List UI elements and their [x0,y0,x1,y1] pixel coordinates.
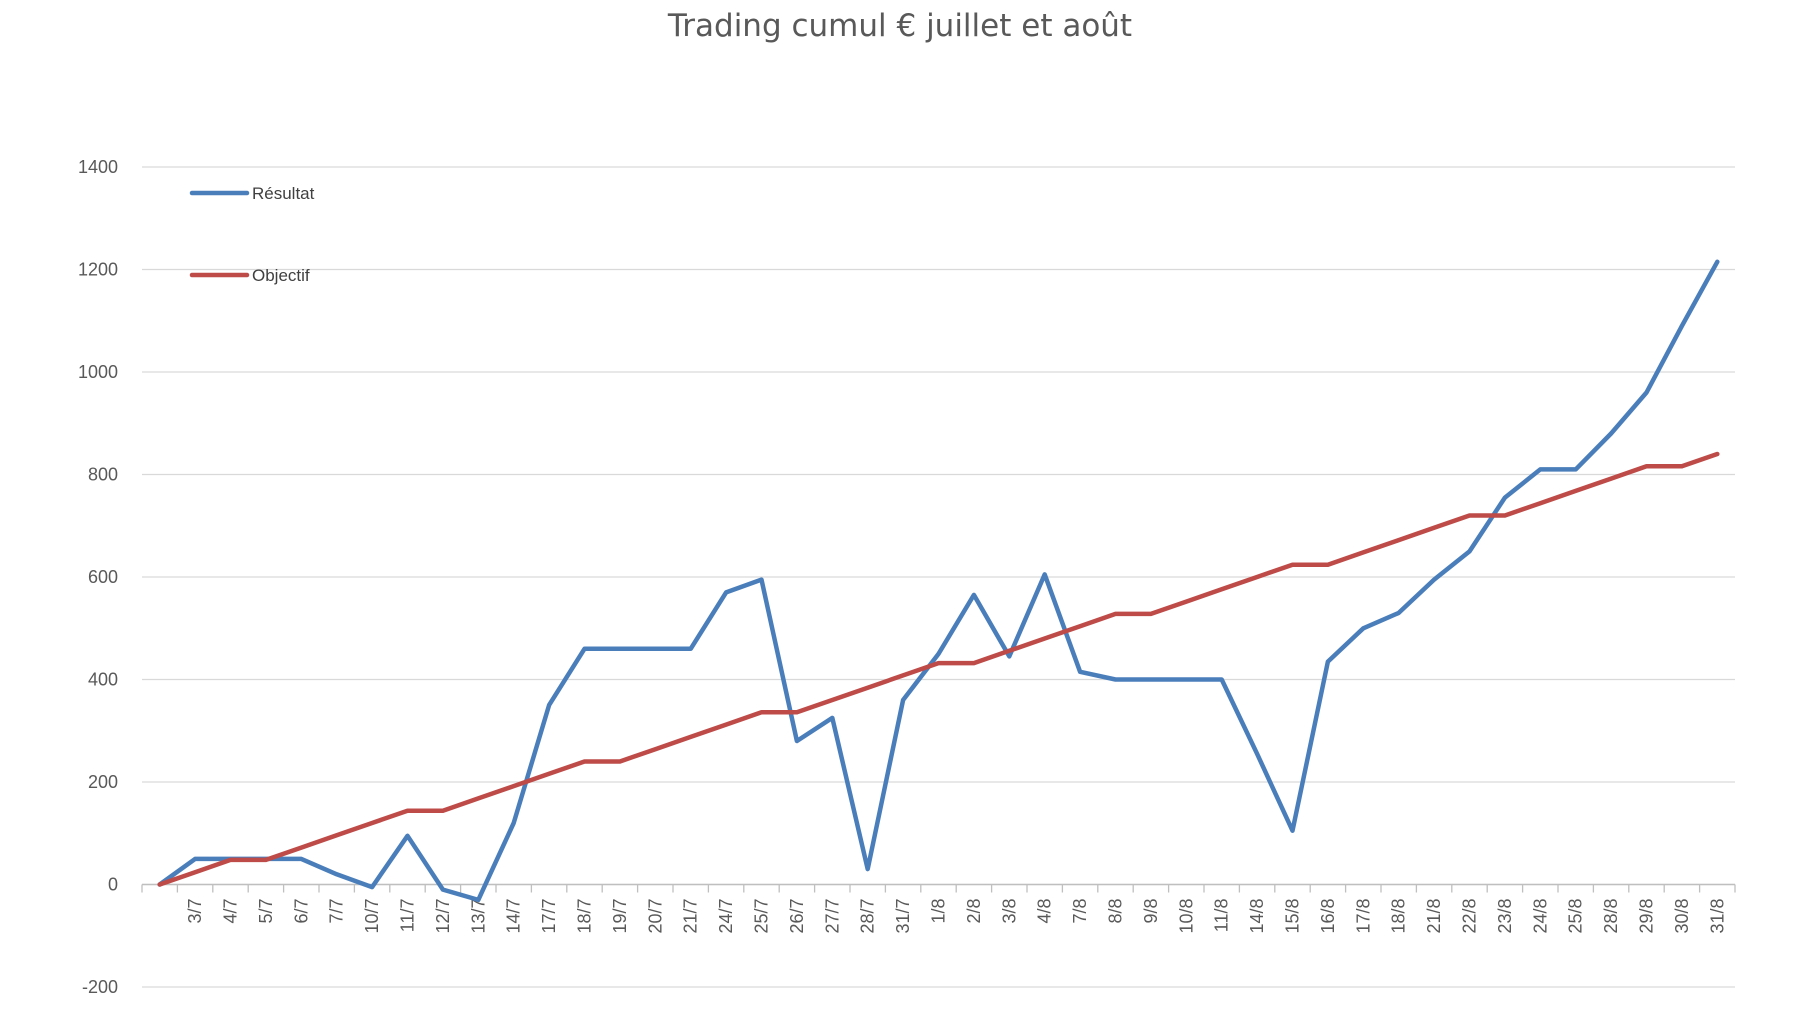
x-tick-label: 12/7 [433,899,453,934]
x-tick-label: 4/8 [1035,899,1055,924]
x-tick-label: 9/8 [1141,899,1161,924]
x-tick-label: 17/8 [1353,899,1373,934]
x-tick-label: 13/7 [468,899,488,934]
x-tick-label: 16/8 [1318,899,1338,934]
x-tick-label: 26/7 [787,899,807,934]
x-tick-label: 27/7 [822,899,842,934]
x-tick-label: 21/7 [681,899,701,934]
x-tick-label: 22/8 [1460,899,1480,934]
x-tick-label: 30/8 [1672,899,1692,934]
x-tick-label: 17/7 [539,899,559,934]
x-tick-label: 3/8 [999,899,1019,924]
x-tick-label: 11/8 [1212,899,1232,933]
x-tick-label: 28/7 [858,899,878,934]
y-tick-label: 1000 [78,362,118,382]
y-tick-label: 200 [88,772,118,792]
chart-title: Trading cumul € juillet et août [667,8,1133,44]
x-tick-label: 2/8 [964,899,984,924]
x-tick-label: 3/7 [185,899,205,924]
x-tick-label: 7/7 [327,899,347,924]
y-tick-label: 400 [88,670,118,690]
x-tick-label: 25/7 [752,899,772,934]
x-tick-label: 14/7 [504,899,524,934]
x-tick-label: 6/7 [291,899,311,924]
x-tick-label: 25/8 [1566,899,1586,934]
x-tick-label: 8/8 [1106,899,1126,924]
x-tick-label: 21/8 [1424,899,1444,934]
x-tick-label: 15/8 [1283,899,1303,934]
x-tick-label: 24/7 [716,899,736,934]
x-tick-label: 11/7 [398,899,418,933]
x-tick-label: 18/7 [575,899,595,934]
x-tick-label: 10/7 [362,899,382,934]
x-tick-label: 18/8 [1389,899,1409,934]
y-tick-label: 0 [108,875,118,895]
x-tick-label: 28/8 [1601,899,1621,934]
x-tick-label: 23/8 [1495,899,1515,934]
x-tick-label: 19/7 [610,899,630,934]
x-tick-label: 31/7 [893,899,913,934]
x-tick-label: 7/8 [1070,899,1090,924]
x-tick-label: 20/7 [645,899,665,934]
y-tick-label: 1400 [78,157,118,177]
x-tick-label: 10/8 [1176,899,1196,934]
legend-label: Résultat [252,184,315,203]
x-tick-label: 29/8 [1637,899,1657,934]
y-tick-label: 1200 [78,260,118,280]
y-tick-label: -200 [82,977,118,997]
x-tick-label: 24/8 [1530,899,1550,934]
series-line-objectif [157,451,1720,887]
x-tick-label: 31/8 [1707,899,1727,934]
series-line-resultat [157,259,1720,903]
legend-label: Objectif [252,266,310,285]
x-tick-label: 14/8 [1247,899,1267,934]
x-tick-label: 5/7 [256,899,276,924]
x-tick-label: 1/8 [929,899,949,924]
x-tick-label: 4/7 [221,899,241,924]
y-tick-label: 800 [88,465,118,485]
y-tick-label: 600 [88,567,118,587]
